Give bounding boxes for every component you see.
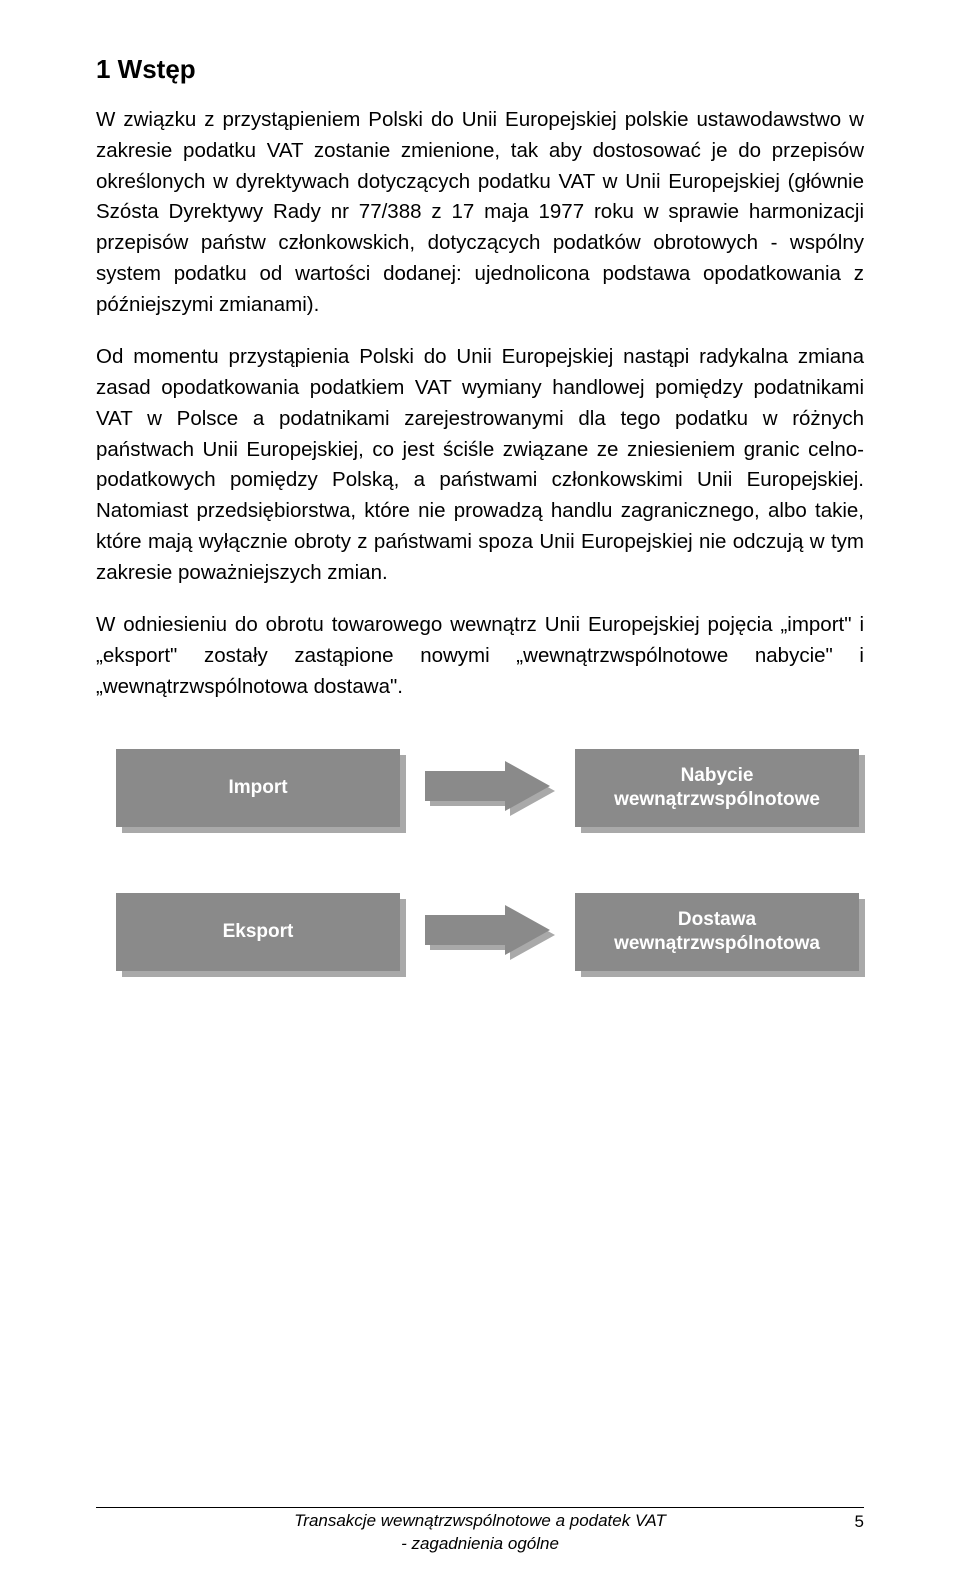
box-eksport-label: Eksport <box>116 893 400 971</box>
box-dostawa: Dostawa wewnątrzwspólnotowa <box>575 893 864 977</box>
page-footer: Transakcje wewnątrzwspólnotowe a podatek… <box>96 1507 864 1556</box>
paragraph-3: W odniesieniu do obrotu towarowego wewną… <box>96 610 864 702</box>
footer-title: Transakcje wewnątrzwspólnotowe a podatek… <box>136 1510 824 1556</box>
box-dostawa-label: Dostawa wewnątrzwspólnotowa <box>575 893 859 971</box>
diagram-row-import: Import Nabycie wewnątrzwspólnotowe <box>96 749 864 833</box>
paragraph-1: W związku z przystąpieniem Polski do Uni… <box>96 105 864 320</box>
box-import: Import <box>116 749 405 833</box>
diagram-row-eksport: Eksport Dostawa wewnątrzwspólnotowa <box>96 893 864 977</box>
arrow-icon <box>425 905 555 965</box>
page-number: 5 <box>824 1510 864 1532</box>
box-nabycie: Nabycie wewnątrzwspólnotowe <box>575 749 864 833</box>
section-heading: 1 Wstęp <box>96 54 864 85</box>
arrow-icon <box>425 761 555 821</box>
paragraph-2: Od momentu przystąpienia Polski do Unii … <box>96 342 864 588</box>
box-eksport: Eksport <box>116 893 405 977</box>
box-nabycie-label: Nabycie wewnątrzwspólnotowe <box>575 749 859 827</box>
box-import-label: Import <box>116 749 400 827</box>
